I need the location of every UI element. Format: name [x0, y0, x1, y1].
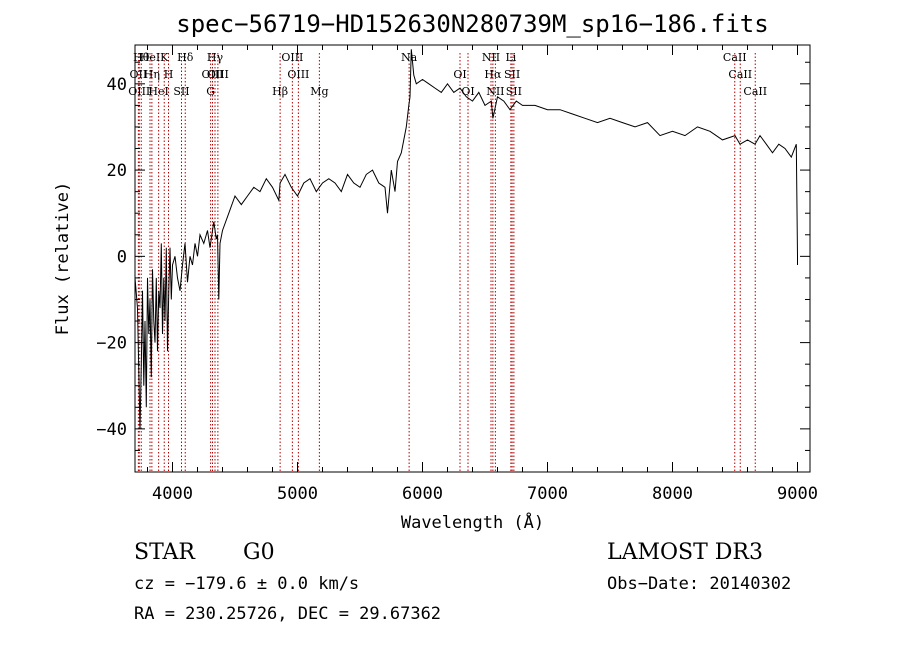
- x-tick-label: 7000: [527, 484, 568, 504]
- redshift-value: cz = −179.6 ± 0.0 km/s: [134, 574, 360, 594]
- line-marker-label: CaII: [728, 68, 752, 81]
- plot-frame: [134, 44, 811, 473]
- object-class: STAR: [134, 540, 195, 565]
- line-marker-label: SII: [504, 68, 520, 81]
- line-marker-label: CaII: [743, 85, 767, 98]
- y-tick-label: 40: [107, 75, 127, 95]
- line-marker-label: Na: [401, 51, 418, 64]
- y-tick-label: −20: [96, 334, 127, 354]
- subclass: G0: [243, 540, 275, 565]
- line-marker-label: CaII: [723, 51, 747, 64]
- line-markers: [137, 53, 756, 472]
- x-axis: 4000 5000 6000 7000 8000 9000: [147, 45, 818, 504]
- line-marker-label: K: [160, 51, 169, 64]
- line-marker-label: HeI: [140, 51, 160, 64]
- line-marker-label: HeI: [148, 85, 168, 98]
- obs-date: Obs−Date: 20140302: [607, 574, 792, 594]
- line-marker-label: Hγ: [207, 51, 224, 64]
- line-marker-label: NII: [482, 51, 500, 64]
- line-marker-label: OIII: [207, 68, 229, 81]
- line-marker-label: OIII: [287, 68, 309, 81]
- y-tick-label: 0: [117, 247, 127, 267]
- line-marker-label: H: [164, 68, 174, 81]
- spectrum-line: [134, 49, 798, 429]
- survey-name: LAMOST DR3: [607, 540, 763, 565]
- line-marker-label: Hβ: [272, 85, 288, 98]
- line-marker-label: SII: [506, 85, 522, 98]
- x-tick-label: 4000: [152, 484, 193, 504]
- y-tick-label: −40: [96, 420, 127, 440]
- line-marker-label: Hα: [484, 68, 502, 81]
- y-axis: −40 −20 0 20 40: [96, 61, 810, 473]
- chart-title: spec−56719−HD152630N280739M_sp16−186.fit…: [176, 10, 769, 38]
- x-axis-label: Wavelength (Å): [401, 511, 544, 533]
- y-tick-label: 20: [107, 161, 127, 181]
- line-marker-label: Hη: [144, 68, 160, 81]
- x-tick-label: 9000: [777, 484, 818, 504]
- line-marker-label: Mg: [310, 85, 328, 98]
- line-marker-label: SII: [173, 85, 189, 98]
- line-marker-label: OII: [130, 68, 148, 81]
- line-marker-label: OI: [461, 85, 474, 98]
- line-marker-label: Hθ: [133, 51, 150, 64]
- line-marker-label: Li: [505, 51, 516, 64]
- x-tick-label: 5000: [277, 484, 318, 504]
- line-marker-labels: HθOIIOIIIHeIHηHeIKHSIIHδOIIIGHγOIIIHβOII…: [128, 51, 767, 98]
- line-marker-label: G: [206, 85, 215, 98]
- x-tick-label: 6000: [402, 484, 443, 504]
- line-marker-label: Hδ: [177, 51, 194, 64]
- line-marker-label: NII: [486, 85, 504, 98]
- x-tick-label: 8000: [652, 484, 693, 504]
- line-marker-label: OIII: [128, 85, 150, 98]
- y-axis-label: Flux (relative): [53, 182, 73, 336]
- line-marker-label: OIII: [281, 51, 303, 64]
- line-marker-label: OI: [453, 68, 466, 81]
- line-marker-label: OIII: [201, 68, 223, 81]
- coordinates: RA = 230.25726, DEC = 29.67362: [134, 604, 442, 624]
